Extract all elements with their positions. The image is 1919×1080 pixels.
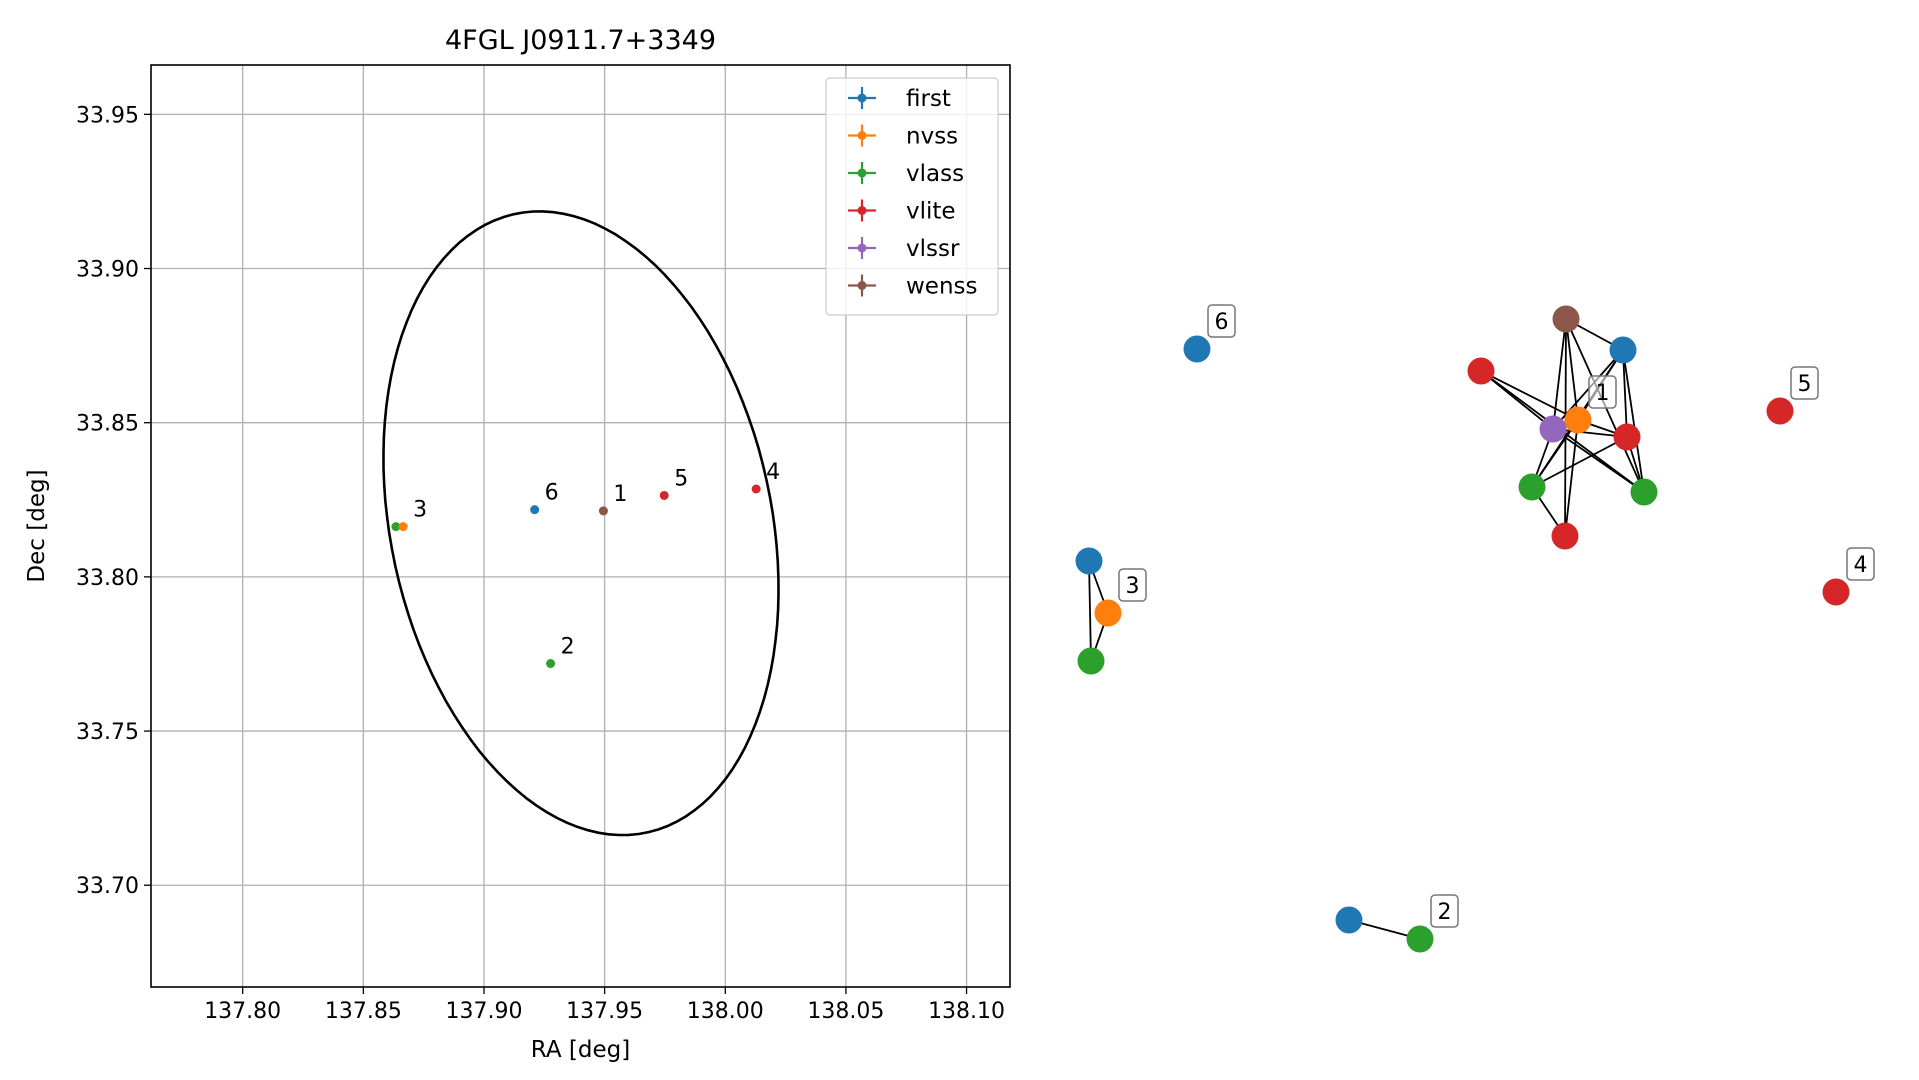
legend-box [825, 77, 999, 316]
x-tick-label: 137.85 [325, 999, 402, 1024]
grid-lines [151, 65, 1010, 987]
point-label: 5 [674, 466, 688, 491]
network-label-box [1118, 568, 1147, 602]
legend-marker-dot [857, 281, 867, 290]
legend-marker-dot [857, 168, 867, 178]
network-label-box [1430, 894, 1459, 928]
point-label: 4 [766, 460, 780, 485]
scatter-points: 1 2 3 4 5 6 [391, 460, 780, 669]
y-axis-label: Dec [deg] [24, 469, 50, 582]
network-edge [1552, 428, 1645, 493]
network-edge [1552, 318, 1567, 430]
scatter-point-vlass [391, 522, 401, 532]
x-axis-label: RA [deg] [531, 1037, 630, 1063]
network-edge [1622, 349, 1628, 438]
scatter-point-wenss [598, 506, 608, 516]
network-node-label: 2 [1438, 900, 1452, 925]
legend-marker-dot [857, 131, 867, 140]
y-tick-label: 33.90 [76, 258, 139, 283]
network-edge [1480, 370, 1579, 421]
x-tick-label: 138.10 [928, 999, 1005, 1024]
network-node-vlass [1518, 473, 1546, 501]
network-label-box [1790, 366, 1819, 400]
network-node-first [1075, 547, 1103, 575]
network-edge [1552, 349, 1624, 430]
legend-marker-dot [857, 93, 867, 103]
point-label: 2 [561, 635, 575, 660]
scatter-point-first [530, 505, 540, 515]
legend-label-vlite: vlite [906, 199, 956, 225]
network-node-nvss [1564, 406, 1592, 434]
legend: first nvss vlass vlite vlssr wenss [825, 77, 999, 316]
network-node-label: 4 [1854, 553, 1868, 578]
network-node-vlite [1613, 423, 1641, 451]
scatter-point-vlass [546, 659, 556, 669]
legend-label-first: first [906, 86, 951, 112]
scatter-point-vlite [751, 484, 761, 494]
x-tick-label: 138.00 [687, 999, 764, 1024]
network-edge [1088, 560, 1092, 662]
network-node-nvss [1094, 599, 1122, 627]
legend-label-nvss: nvss [906, 124, 958, 150]
chart-title: 4FGL J0911.7+3349 [445, 25, 716, 56]
network-node-vlass [1406, 925, 1434, 953]
network-node-wenss [1552, 305, 1580, 333]
network-node-label: 3 [1126, 574, 1140, 599]
x-tick-label: 137.95 [566, 999, 643, 1024]
network-node-label: 5 [1798, 372, 1812, 397]
network-edge [1564, 419, 1579, 537]
network-node-vlass [1077, 647, 1105, 675]
network-label-box [1588, 375, 1617, 409]
legend-entries: first nvss vlass vlite vlssr wenss [848, 86, 978, 300]
y-tick-label: 33.70 [76, 874, 139, 899]
y-tick-label: 33.75 [76, 720, 139, 745]
network-node-vlass [1630, 478, 1658, 506]
point-label: 6 [545, 481, 559, 506]
axes-frame [150, 64, 1011, 988]
network-node-label: 6 [1215, 310, 1229, 335]
network-node-first [1335, 906, 1363, 934]
y-tick-label: 33.80 [76, 566, 139, 591]
error-ellipse-layer [382, 210, 780, 837]
network-node-vlite [1822, 578, 1850, 606]
axis-ticks: 137.80 137.85 137.90 137.95 138.00 138.05 138.… [76, 103, 1005, 1024]
y-tick-label: 33.95 [76, 103, 139, 128]
network-edge [1622, 349, 1645, 493]
error-ellipse [382, 210, 780, 837]
x-tick-label: 137.80 [204, 999, 281, 1024]
network-panel: 1 6 3 5 4 2 [1075, 304, 1875, 953]
x-tick-label: 138.05 [807, 999, 884, 1024]
network-node-first [1609, 336, 1637, 364]
scatter-point-nvss [398, 522, 408, 532]
network-node-vlssr [1539, 415, 1567, 443]
network-node-label: 1 [1596, 381, 1610, 406]
point-label: 1 [613, 482, 627, 507]
scatter-panel: 1 2 3 4 5 6 137.80 137.85 137.90 137.95 138.00 138… [24, 25, 1011, 1063]
y-tick-label: 33.85 [76, 412, 139, 437]
network-node-vlite [1766, 397, 1794, 425]
scatter-point-vlite [659, 490, 669, 500]
legend-marker-dot [857, 243, 867, 253]
x-tick-label: 137.90 [445, 999, 522, 1024]
legend-label-wenss: wenss [906, 274, 978, 300]
network-edge [1531, 436, 1628, 488]
network-node-vlite [1467, 357, 1495, 385]
network-node-first [1183, 335, 1211, 363]
legend-marker-dot [857, 206, 867, 215]
point-label: 3 [413, 498, 427, 523]
network-node-vlite [1551, 522, 1579, 550]
legend-label-vlass: vlass [906, 161, 964, 187]
network-nodes [1075, 305, 1850, 953]
network-label-box [1207, 304, 1236, 338]
network-label-box [1846, 547, 1875, 581]
network-node-labels: 1 6 3 5 4 2 [1118, 304, 1875, 928]
legend-label-vlssr: vlssr [906, 236, 960, 262]
